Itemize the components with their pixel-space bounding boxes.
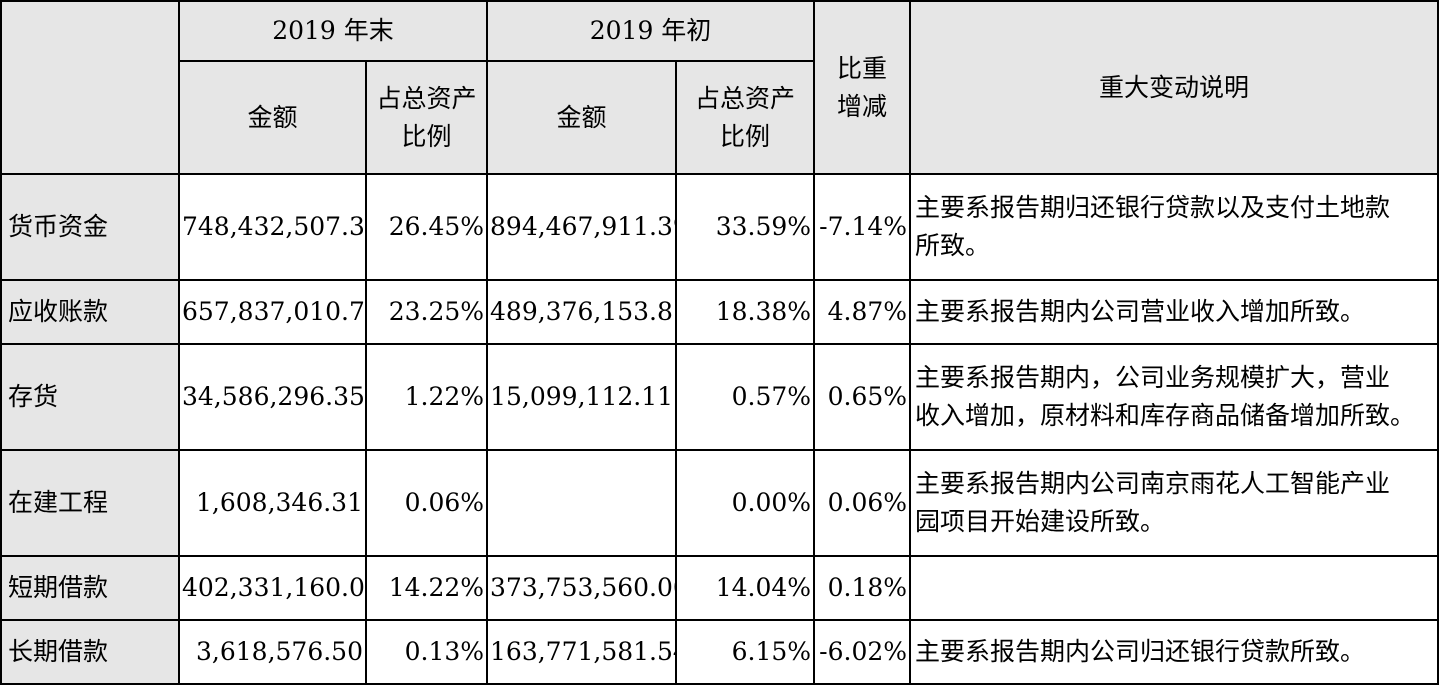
row-item: 短期借款: [0, 555, 180, 621]
row-item: 存货: [0, 343, 180, 451]
end-amount: 3,618,576.50: [178, 619, 367, 685]
change-note: [909, 555, 1439, 621]
end-ratio: 23.25%: [364, 279, 489, 345]
header-end-ratio: 占总资产 比例: [364, 60, 489, 175]
end-ratio: 14.22%: [364, 555, 489, 621]
start-ratio: 6.15%: [675, 619, 816, 685]
header-end-of-year: 2019 年末: [177, 0, 489, 62]
start-ratio: 18.38%: [675, 279, 816, 345]
header-row-2: 金额 占总资产 比例 金额 占总资产 比例: [1, 60, 1438, 175]
change-note: 主要系报告期内公司南京雨花人工智能产业 园项目开始建设所致。: [909, 449, 1439, 557]
note-line2: 收入增加，原材料和库存商品储备增加所致。: [915, 401, 1416, 430]
end-amount: 402,331,160.00: [178, 555, 367, 621]
start-ratio: 0.57%: [675, 343, 816, 451]
header-end-ratio-line2: 比例: [401, 121, 452, 151]
ratio-change: -6.02%: [813, 619, 912, 685]
header-start-ratio: 占总资产 比例: [675, 60, 816, 175]
header-row-1: 2019 年末 2019 年初 比重 增减 重大变动说明: [0, 0, 1439, 175]
end-ratio: 26.45%: [364, 173, 489, 281]
start-ratio: 14.04%: [675, 555, 816, 621]
row-item: 长期借款: [0, 619, 180, 685]
table-row: 在建工程 1,608,346.31 0.06% 0.00% 0.06% 主要系报…: [0, 449, 1439, 557]
row-item: 在建工程: [0, 449, 180, 557]
note-line1: 主要系报告期归还银行贷款以及支付土地款: [915, 193, 1391, 222]
note-line1: 主要系报告期内公司营业收入增加所致。: [915, 297, 1366, 326]
start-amount: 489,376,153.81: [486, 279, 678, 345]
end-ratio: 0.06%: [364, 449, 489, 557]
ratio-change: 4.87%: [813, 279, 912, 345]
header-change-line2: 增减: [837, 91, 888, 121]
header-explanation: 重大变动说明: [909, 0, 1439, 175]
note-line1: 主要系报告期内，公司业务规模扩大，营业: [915, 363, 1391, 392]
header-start-ratio-line2: 比例: [720, 121, 771, 151]
header-start-ratio-line1: 占总资产: [695, 83, 796, 113]
change-note: 主要系报告期内公司归还银行贷款所致。: [909, 619, 1439, 685]
header-change: 比重 增减: [813, 0, 912, 175]
start-amount: 15,099,112.11: [486, 343, 678, 451]
ratio-change: 0.18%: [813, 555, 912, 621]
header-start-of-year: 2019 年初: [486, 0, 816, 62]
table-row: 长期借款 3,618,576.50 0.13% 163,771,581.54 6…: [0, 619, 1439, 685]
row-item: 货币资金: [0, 173, 180, 281]
ratio-change: -7.14%: [813, 173, 912, 281]
end-amount: 657,837,010.78: [178, 279, 367, 345]
row-item: 应收账款: [0, 279, 180, 345]
table-row: 货币资金 748,432,507.30 26.45% 894,467,911.3…: [0, 173, 1439, 281]
end-amount: 34,586,296.35: [178, 343, 367, 451]
end-ratio: 0.13%: [364, 619, 489, 685]
header-change-line1: 比重: [837, 53, 888, 83]
header-item-blank: [0, 0, 180, 175]
start-amount: 373,753,560.00: [486, 555, 678, 621]
header-end-ratio-line1: 占总资产: [376, 83, 477, 113]
note-line2: 所致。: [915, 231, 991, 260]
note-line1: 主要系报告期内公司归还银行贷款所致。: [915, 637, 1366, 666]
end-amount: 1,608,346.31: [178, 449, 367, 557]
ratio-change: 0.06%: [813, 449, 912, 557]
start-amount: 163,771,581.54: [486, 619, 678, 685]
header-end-amount: 金额: [178, 60, 367, 175]
start-amount: [486, 449, 678, 557]
change-note: 主要系报告期归还银行贷款以及支付土地款 所致。: [909, 173, 1439, 281]
change-note: 主要系报告期内公司营业收入增加所致。: [909, 279, 1439, 345]
end-ratio: 1.22%: [364, 343, 489, 451]
note-line2: 园项目开始建设所致。: [915, 507, 1166, 536]
start-amount: 894,467,911.39: [486, 173, 678, 281]
table-row: 短期借款 402,331,160.00 14.22% 373,753,560.0…: [0, 555, 1439, 621]
note-line1: 主要系报告期内公司南京雨花人工智能产业: [915, 469, 1391, 498]
table-row: 应收账款 657,837,010.78 23.25% 489,376,153.8…: [0, 279, 1439, 345]
start-ratio: 33.59%: [675, 173, 816, 281]
header-start-amount: 金额: [486, 60, 678, 175]
start-ratio: 0.00%: [675, 449, 816, 557]
table-row: 存货 34,586,296.35 1.22% 15,099,112.11 0.5…: [0, 343, 1439, 451]
end-amount: 748,432,507.30: [178, 173, 367, 281]
change-note: 主要系报告期内，公司业务规模扩大，营业 收入增加，原材料和库存商品储备增加所致。: [909, 343, 1439, 451]
ratio-change: 0.65%: [813, 343, 912, 451]
